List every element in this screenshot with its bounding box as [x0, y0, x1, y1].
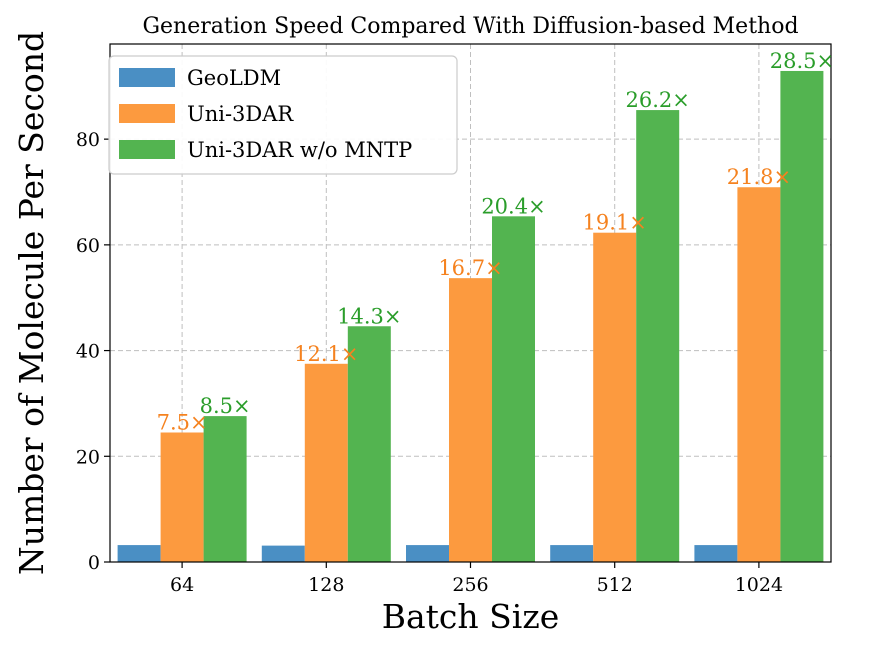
x-tick-label: 256	[452, 574, 488, 596]
bar-label: 21.8×	[727, 165, 791, 189]
legend-label: Uni-3DAR w/o MNTP	[187, 138, 412, 162]
bar-label: 16.7×	[438, 256, 502, 280]
y-tick-label: 20	[76, 446, 100, 468]
bar-geoldm-64	[117, 545, 161, 562]
x-tick-label: 1024	[735, 574, 783, 596]
x-axis-title: Batch Size	[382, 597, 560, 636]
x-tick-label: 128	[308, 574, 344, 596]
bar-geoldm-1024	[694, 545, 738, 562]
bar-uni-3dar-w-o-mntp-64	[203, 416, 247, 562]
bar-label: 12.1×	[294, 342, 358, 366]
legend-swatch	[119, 68, 175, 87]
y-tick-label: 0	[88, 552, 100, 574]
x-tick-label: 512	[597, 574, 633, 596]
legend: GeoLDM Uni-3DAR Uni-3DAR w/o MNTP	[108, 55, 458, 175]
bar-uni-3dar-512	[593, 232, 637, 562]
y-axis-ticks: 0 20 40 60 80	[76, 129, 110, 574]
bar-label: 20.4×	[481, 194, 545, 218]
bar-uni-3dar-64	[160, 432, 204, 562]
bar-label: 28.5×	[770, 49, 834, 73]
y-tick-label: 60	[76, 235, 100, 257]
bar-uni-3dar-128	[304, 363, 348, 562]
bar-label: 8.5×	[200, 394, 251, 418]
legend-label: Uni-3DAR	[187, 102, 294, 126]
bar-label: 14.3×	[337, 304, 401, 328]
bar-label: 19.1×	[583, 211, 647, 235]
y-axis-title: Number of Molecule Per Second	[12, 31, 51, 575]
x-tick-label: 64	[170, 574, 194, 596]
bar-labels: 7.5× 12.1× 16.7× 19.1× 21.8× 8.5× 14.3× 20.4× 26…	[157, 49, 834, 435]
legend-swatch	[119, 104, 175, 123]
bar-geoldm-128	[261, 545, 305, 562]
legend-swatch	[119, 140, 175, 159]
bar-uni-3dar-w-o-mntp-1024	[780, 70, 824, 562]
bar-uni-3dar-w-o-mntp-128	[347, 326, 391, 562]
x-axis-ticks: 64 128 256 512 1024	[170, 562, 783, 596]
bar-geoldm-512	[550, 545, 594, 562]
bar-geoldm-256	[406, 545, 449, 562]
chart-title: Generation Speed Compared With Diffusion…	[142, 14, 798, 39]
y-tick-label: 40	[76, 341, 100, 363]
bar-label: 26.2×	[626, 88, 690, 112]
bar-uni-3dar-256	[449, 278, 492, 562]
bar-label: 7.5×	[157, 411, 208, 435]
bar-uni-3dar-1024	[737, 187, 781, 562]
y-tick-label: 80	[76, 129, 100, 151]
legend-label: GeoLDM	[187, 66, 281, 90]
bar-uni-3dar-w-o-mntp-512	[636, 110, 680, 563]
bar-uni-3dar-w-o-mntp-256	[492, 216, 535, 563]
legend-box	[108, 55, 458, 175]
bars	[117, 70, 824, 563]
